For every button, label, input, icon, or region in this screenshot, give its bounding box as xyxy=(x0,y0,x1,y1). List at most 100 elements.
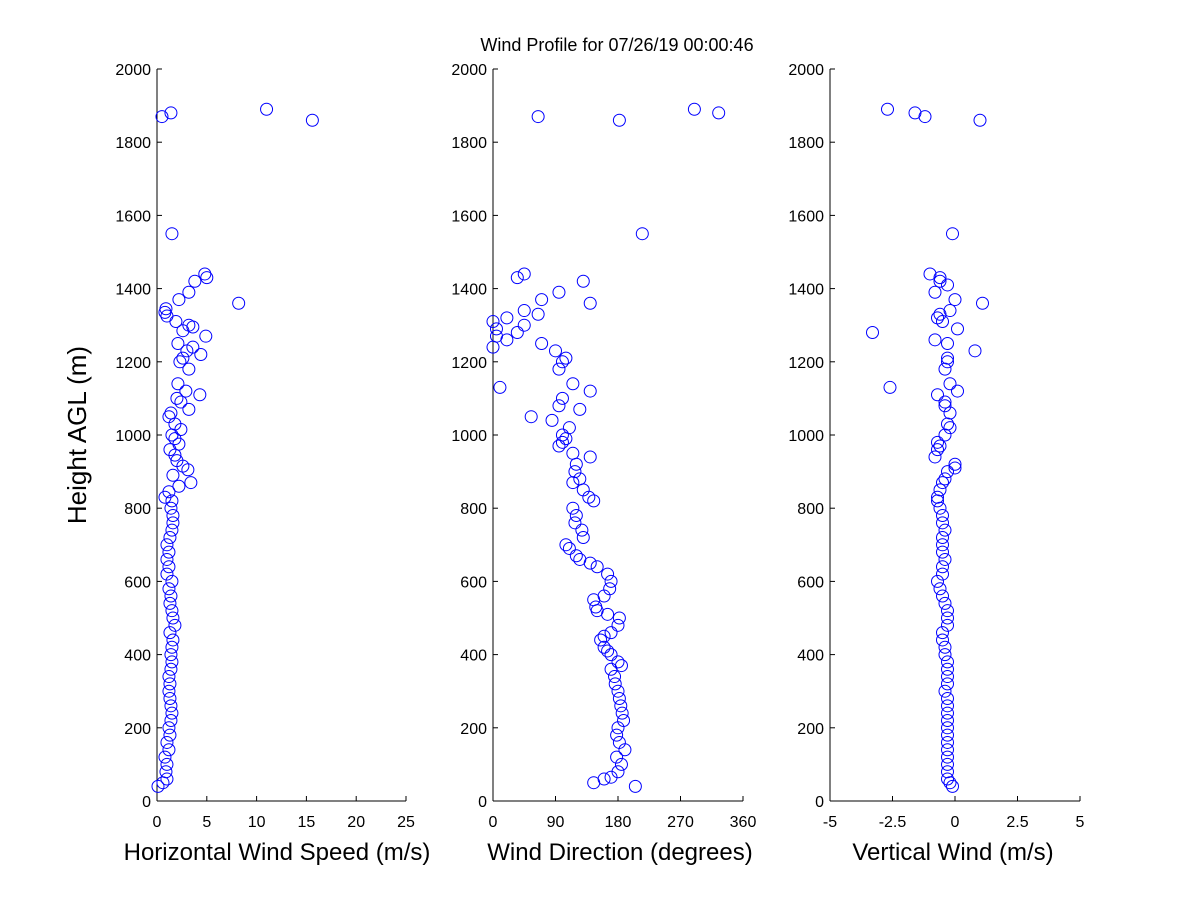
data-point xyxy=(165,655,179,669)
data-point xyxy=(163,530,177,544)
y-tick-label: 600 xyxy=(460,574,487,591)
data-point xyxy=(489,329,503,343)
data-point xyxy=(941,743,954,757)
data-point xyxy=(165,574,179,588)
data-point xyxy=(179,384,193,398)
data-point xyxy=(938,640,952,654)
y-tick-label: 800 xyxy=(797,501,824,518)
data-point xyxy=(941,351,954,365)
data-point xyxy=(552,285,566,299)
data-point xyxy=(948,293,962,307)
data-point xyxy=(165,706,179,720)
data-point xyxy=(589,600,603,614)
data-point xyxy=(938,472,952,486)
data-point xyxy=(604,626,618,640)
data-point xyxy=(510,271,524,285)
data-point xyxy=(941,772,954,786)
data-point xyxy=(583,296,597,310)
data-point xyxy=(881,102,894,116)
data-point xyxy=(936,509,949,523)
data-point xyxy=(171,377,185,391)
data-point xyxy=(173,355,187,369)
y-tick-label: 2000 xyxy=(788,62,824,79)
data-point xyxy=(193,388,207,402)
data-point xyxy=(188,274,202,288)
data-point xyxy=(941,662,954,676)
data-point xyxy=(182,402,196,416)
data-point xyxy=(943,406,957,420)
data-point xyxy=(938,552,952,566)
data-point xyxy=(948,461,962,475)
data-point xyxy=(260,102,274,116)
y-tick-label: 1400 xyxy=(115,282,151,299)
data-point xyxy=(883,380,897,394)
data-point xyxy=(555,435,569,449)
data-point xyxy=(194,347,208,361)
data-point xyxy=(943,377,957,391)
data-point xyxy=(951,384,964,398)
y-tick-label: 800 xyxy=(124,501,151,518)
data-point xyxy=(938,596,952,610)
data-point xyxy=(604,574,618,588)
data-point xyxy=(573,552,587,566)
data-point xyxy=(182,362,196,376)
data-point xyxy=(232,296,246,310)
y-tick-label: 0 xyxy=(142,794,151,811)
data-point xyxy=(612,113,626,127)
data-point xyxy=(614,659,628,673)
data-point xyxy=(164,699,178,713)
data-point xyxy=(583,450,597,464)
x-tick-label: 2.5 xyxy=(1006,814,1028,831)
y-tick-label: 1600 xyxy=(788,208,824,225)
x-tick-label: 15 xyxy=(298,814,316,831)
x-tick-label: 360 xyxy=(730,814,757,831)
data-point xyxy=(162,582,176,596)
data-point xyxy=(617,713,631,727)
y-tick-label: 1400 xyxy=(788,282,824,299)
data-point xyxy=(486,315,500,329)
data-point xyxy=(162,743,176,757)
data-point xyxy=(941,655,954,669)
data-point xyxy=(165,640,179,654)
data-point xyxy=(601,567,615,581)
data-point xyxy=(552,399,566,413)
y-axis-title: Height AGL (m) xyxy=(62,346,92,524)
data-point xyxy=(162,721,176,735)
y-tick-label: 800 xyxy=(460,501,487,518)
data-point xyxy=(489,322,503,336)
x-axis-title-vertical-wind: Vertical Wind (m/s) xyxy=(852,839,1053,866)
x-tick-label: 5 xyxy=(202,814,211,831)
data-point xyxy=(587,494,601,508)
data-point xyxy=(941,721,954,735)
data-point xyxy=(687,102,701,116)
data-point xyxy=(535,293,549,307)
data-point xyxy=(918,110,932,124)
data-point xyxy=(182,318,196,332)
data-point xyxy=(510,326,524,340)
x-tick-label: 270 xyxy=(667,814,694,831)
data-point xyxy=(941,735,954,749)
data-point xyxy=(615,706,629,720)
data-point xyxy=(941,604,954,618)
data-point xyxy=(597,629,611,643)
data-point xyxy=(500,311,514,325)
data-point xyxy=(573,402,587,416)
data-point xyxy=(164,406,178,420)
data-point xyxy=(164,106,178,120)
data-point xyxy=(931,443,944,457)
panel-vertical-wind: 0 200 400 600 800 1000 1200 1400 1600 1800 2000 -5 -… xyxy=(788,62,1084,831)
y-tick-label: 200 xyxy=(460,721,487,738)
data-point xyxy=(163,677,177,691)
data-point xyxy=(545,413,559,427)
data-point xyxy=(933,439,947,453)
data-point xyxy=(941,699,954,713)
data-point xyxy=(938,648,952,662)
y-tick-label: 600 xyxy=(797,574,824,591)
data-point xyxy=(951,322,964,336)
data-point xyxy=(948,457,962,471)
data-point xyxy=(568,516,582,530)
data-point xyxy=(933,271,947,285)
data-point xyxy=(936,589,949,603)
x-tick-label: 180 xyxy=(605,814,632,831)
y-tick-label: 0 xyxy=(815,794,824,811)
